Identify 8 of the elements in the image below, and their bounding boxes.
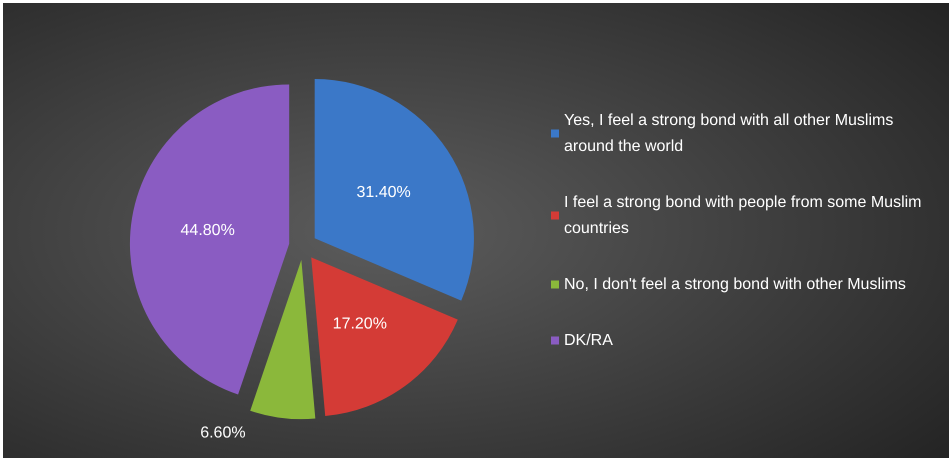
legend-label: DK/RA <box>564 332 614 349</box>
legend-label: No, I don't feel a strong bond with other Muslims <box>564 276 906 293</box>
data-label: 31.40% <box>356 184 411 202</box>
data-label: 6.60% <box>200 424 246 442</box>
data-label: 17.20% <box>332 316 387 333</box>
legend-label: I feel a strong bond with people from some Muslim countries <box>564 194 926 237</box>
legend-label: Yes, I feel a strong bond with all other Muslims around the world <box>564 112 898 155</box>
data-label: 44.80% <box>180 222 235 239</box>
